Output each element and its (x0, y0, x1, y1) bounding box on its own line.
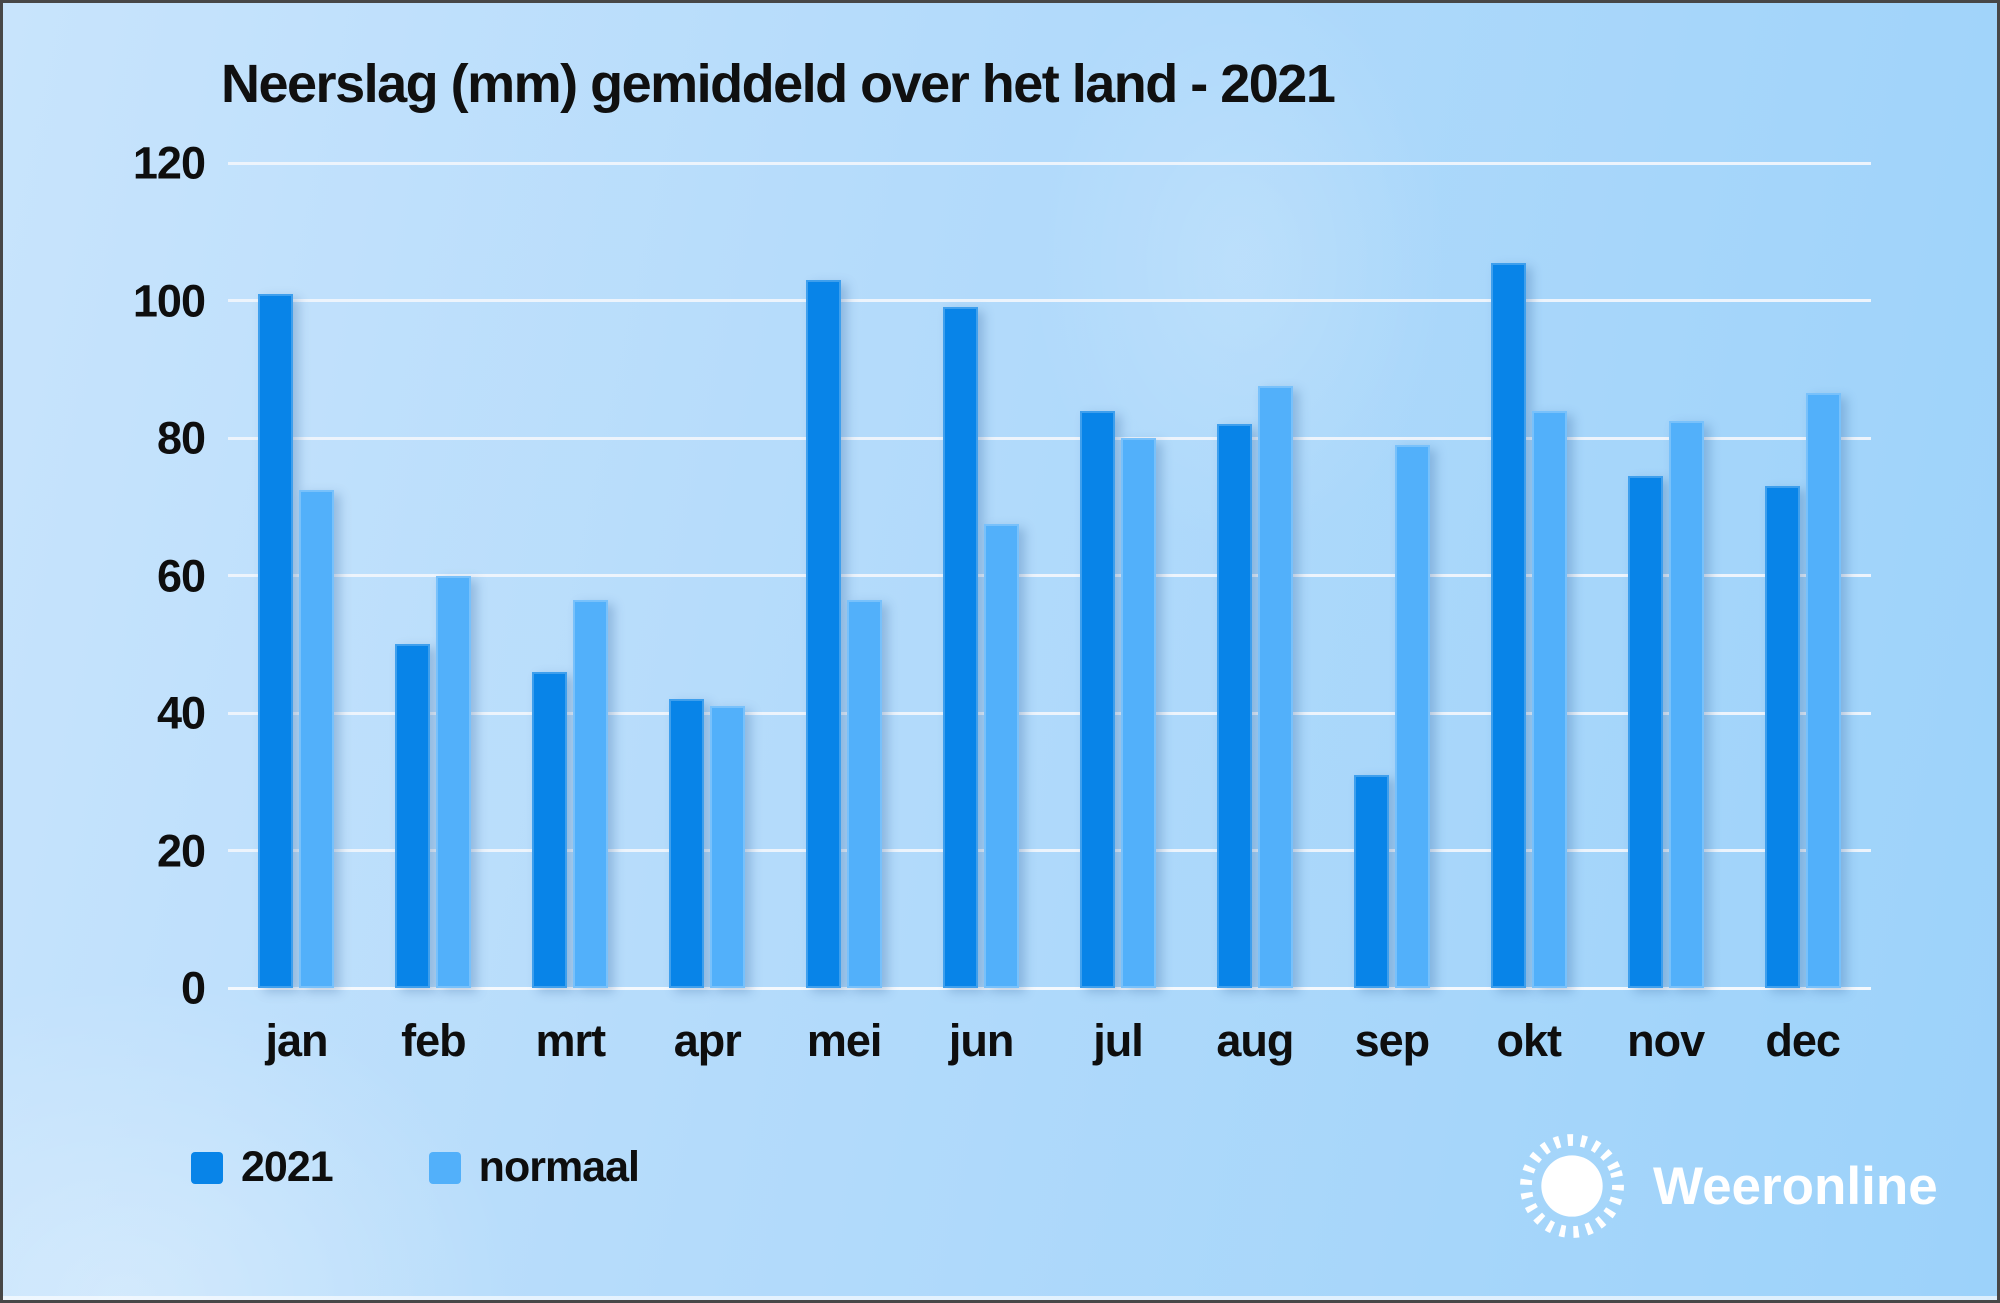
gridline-120 (228, 161, 1871, 165)
bar-2021-aug (1216, 424, 1252, 988)
x-tick-label-nov: nov (1627, 1015, 1705, 1066)
x-tick-label-sep: sep (1354, 1015, 1431, 1066)
bar-2021-jun (943, 307, 979, 988)
month-group-jan (228, 163, 365, 988)
x-tick-label-jun: jun (948, 1015, 1014, 1066)
bar-normaal-nov (1668, 420, 1704, 988)
x-axis: jan feb mrt apr mei jun jul aug sep okt nov dec (228, 1015, 1871, 1067)
month-group-mrt (502, 163, 639, 988)
y-axis: 0 20 40 60 80 100 120 (43, 141, 206, 1011)
bar-normaal-mei (847, 599, 883, 988)
bar-2021-jul (1079, 410, 1115, 988)
y-tick-label-20: 20 (156, 825, 206, 877)
month-group-mei (776, 163, 913, 988)
bar-2021-jan (258, 293, 294, 988)
legend-item-2021: 2021 (191, 1143, 334, 1192)
month-group-aug (1186, 163, 1323, 988)
gridline-60 (228, 574, 1871, 577)
weeronline-logo: Weeronline (1513, 1127, 1938, 1245)
bar-2021-apr (669, 699, 705, 988)
bar-normaal-jun (984, 523, 1020, 988)
bar-normaal-apr (710, 706, 746, 988)
legend-item-normaal: normaal (428, 1143, 640, 1192)
sun-icon (1520, 1134, 1624, 1238)
chart-title: Neerslag (mm) gemiddeld over het land - … (221, 54, 1336, 114)
x-tick-label-feb: feb (401, 1015, 466, 1066)
x-tick-label-jan: jan (265, 1015, 328, 1066)
bars-container (228, 163, 1871, 988)
plot-area (228, 161, 1871, 990)
gridline-20 (228, 849, 1871, 853)
bar-2021-sep (1353, 774, 1389, 988)
bar-normaal-okt (1531, 410, 1567, 988)
bar-2021-okt (1490, 262, 1526, 988)
bar-normaal-sep (1394, 444, 1430, 988)
y-tick-label-60: 60 (156, 550, 206, 601)
bar-2021-mei (806, 279, 842, 988)
bar-normaal-mrt (573, 599, 609, 988)
legend: 2021 normaal (191, 1143, 640, 1192)
x-axis-baseline (228, 986, 1871, 990)
y-tick-label-120: 120 (132, 137, 206, 189)
bar-2021-nov (1627, 475, 1663, 988)
legend-label-2021: 2021 (241, 1143, 334, 1191)
bar-normaal-dec (1805, 393, 1841, 988)
month-group-feb (365, 163, 502, 988)
brand-name: Weeronline (1653, 1156, 1938, 1216)
y-tick-label-40: 40 (156, 687, 206, 739)
month-group-jul (1050, 163, 1187, 988)
x-tick-label-jul: jul (1093, 1015, 1143, 1066)
x-tick-label-okt: okt (1496, 1015, 1562, 1066)
bar-2021-dec (1764, 486, 1800, 988)
legend-swatch-2021 (191, 1151, 223, 1184)
bar-2021-mrt (532, 671, 568, 988)
x-tick-label-dec: dec (1765, 1015, 1841, 1066)
month-group-sep (1323, 163, 1460, 988)
legend-swatch-normaal (428, 1151, 461, 1184)
bar-normaal-jul (1120, 438, 1156, 988)
bar-normaal-aug (1257, 386, 1293, 988)
x-tick-label-mrt: mrt (535, 1015, 607, 1066)
month-group-dec (1734, 163, 1871, 988)
x-tick-label-apr: apr (673, 1015, 742, 1066)
y-tick-label-0: 0 (180, 962, 206, 1014)
month-group-okt (1460, 163, 1597, 988)
gridline-80 (228, 436, 1871, 440)
bar-2021-feb (395, 644, 431, 988)
bar-normaal-jan (299, 489, 335, 988)
month-group-apr (639, 163, 776, 988)
legend-label-normaal: normaal (478, 1143, 640, 1191)
y-tick-label-100: 100 (132, 275, 206, 326)
gridline-100 (228, 299, 1871, 302)
month-group-nov (1597, 163, 1734, 988)
y-tick-label-80: 80 (156, 412, 206, 464)
gridline-40 (228, 711, 1871, 715)
bar-normaal-feb (436, 575, 472, 988)
x-tick-label-aug: aug (1216, 1015, 1294, 1066)
x-tick-label-mei: mei (806, 1015, 883, 1066)
month-group-jun (913, 163, 1050, 988)
